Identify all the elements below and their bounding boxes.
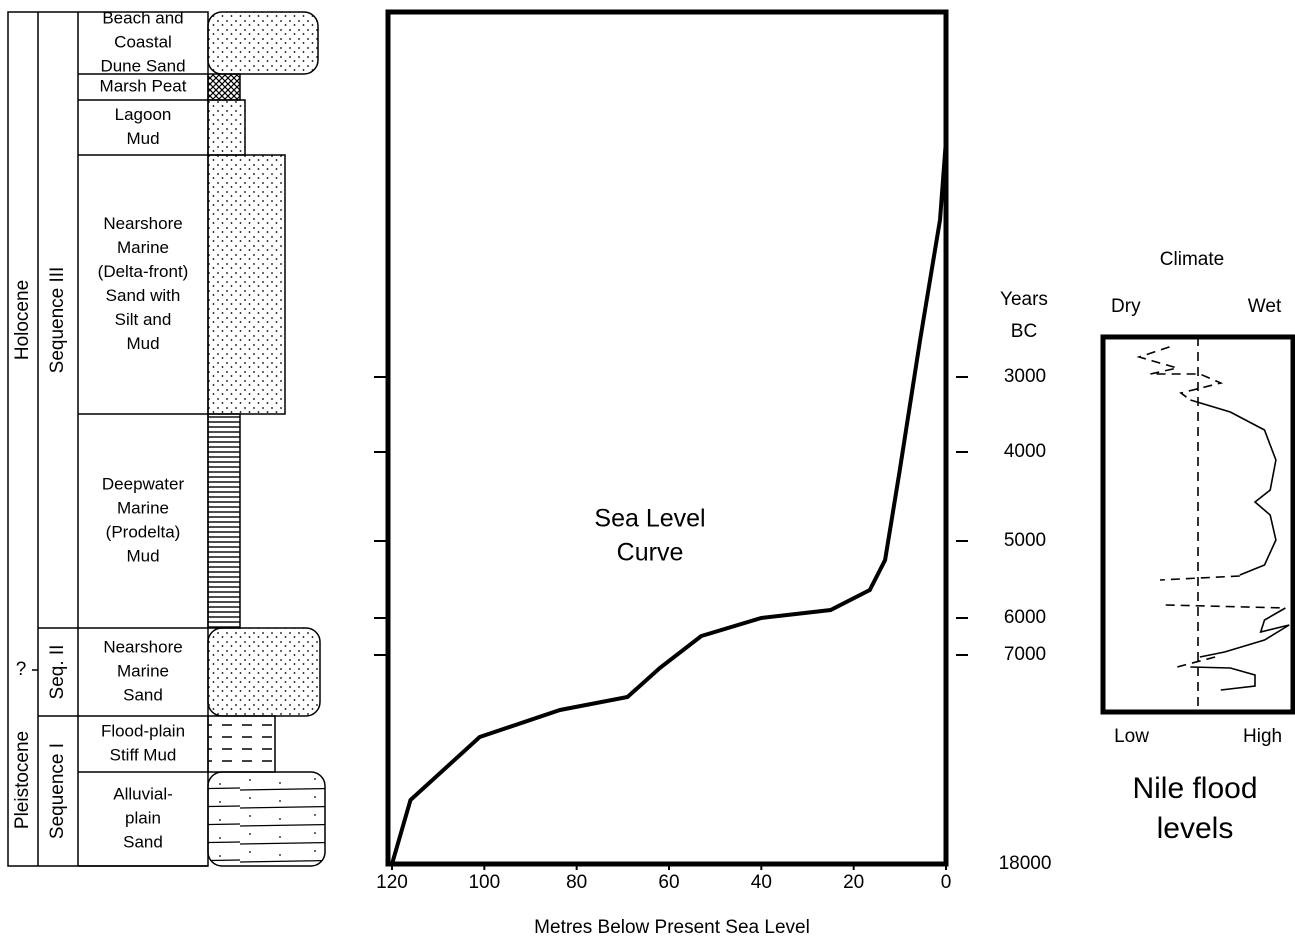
data-line	[1190, 399, 1277, 576]
unit-label: Stiff Mud	[110, 745, 177, 764]
unit-label: Silt and	[115, 310, 172, 329]
unit-label: Mud	[126, 334, 159, 353]
x2-tick-label: Wet	[1248, 296, 1282, 317]
x-axis-label: Metres Below Present Sea Level	[534, 917, 810, 938]
unit-label: Deepwater	[102, 474, 185, 493]
y-tick-label: 3000	[1004, 366, 1046, 387]
unit-label: Marsh Peat	[100, 76, 187, 95]
era-label: Holocene	[12, 280, 33, 360]
lithology	[207, 11, 319, 75]
chart-title: Sea Level	[594, 505, 705, 533]
x-tick-label: 100	[468, 872, 500, 893]
unit-label: (Prodelta)	[106, 522, 181, 541]
data-line	[1176, 656, 1216, 668]
x-tick-label: 40	[751, 872, 772, 893]
unit-label: Marine	[117, 238, 169, 257]
lithology	[207, 99, 246, 156]
data-line	[1165, 604, 1286, 609]
lithology	[207, 771, 326, 867]
lithology	[207, 73, 241, 101]
sequence-label: Sequence I	[47, 743, 68, 839]
lithology	[207, 154, 286, 415]
lithology	[207, 413, 241, 629]
data-line	[1190, 666, 1256, 691]
data-line	[1159, 575, 1240, 581]
y-tick-label: 7000	[1004, 644, 1046, 665]
chart-title: Curve	[617, 539, 684, 567]
sequence-label: Sequence III	[47, 267, 68, 374]
unit-label: Flood-plain	[101, 721, 185, 740]
data-line	[1199, 607, 1290, 658]
x-tick-label: 60	[658, 872, 679, 893]
y-tick-label: 4000	[1004, 441, 1046, 462]
y-tick-label: 18000	[999, 853, 1052, 874]
unit-label: Marine	[117, 661, 169, 680]
data-line	[1136, 346, 1224, 401]
y-tick-label: 5000	[1004, 530, 1046, 551]
lithology	[207, 627, 321, 717]
plot-frame	[1100, 334, 1295, 715]
unit-label: Marine	[117, 498, 169, 517]
chart-title: Nile flood	[1132, 772, 1257, 805]
era-label: ?	[16, 659, 27, 680]
y-tick-label: 6000	[1004, 607, 1046, 628]
unit-label: (Delta-front)	[98, 262, 189, 281]
unit-label: plain	[125, 808, 161, 827]
lithology	[207, 715, 276, 773]
y-axis-label: BC	[1011, 321, 1037, 342]
unit-label: Lagoon	[115, 105, 172, 124]
unit-label: Coastal	[114, 32, 172, 51]
unit-label: Mud	[126, 546, 159, 565]
chart-title: levels	[1157, 812, 1234, 845]
sequence-label: Seq. II	[47, 645, 68, 700]
unit-label: Beach and	[102, 8, 183, 27]
x-tick-label: High	[1243, 726, 1282, 747]
plot-frame	[385, 9, 949, 867]
x-tick-label: 80	[566, 872, 587, 893]
unit-label: Alluvial-	[113, 784, 173, 803]
x-tick-label: Low	[1114, 726, 1149, 747]
x-tick-label: 20	[843, 872, 864, 893]
unit-label: Sand	[123, 832, 163, 851]
unit-label: Sand with	[106, 286, 181, 305]
unit-label: Mud	[126, 129, 159, 148]
unit-label: Dune Sand	[100, 56, 185, 75]
x-tick-label: 0	[941, 872, 952, 893]
data-line	[390, 139, 948, 865]
unit-label: Nearshore	[103, 214, 182, 233]
unit-label: Nearshore	[103, 637, 182, 656]
era-label: Pleistocene	[12, 731, 33, 829]
y-axis-label: Years	[1000, 289, 1048, 310]
unit-label: Sand	[123, 685, 163, 704]
x-tick-label: 120	[376, 872, 408, 893]
x2-axis-label: Climate	[1160, 249, 1224, 270]
x2-tick-label: Dry	[1111, 296, 1141, 317]
